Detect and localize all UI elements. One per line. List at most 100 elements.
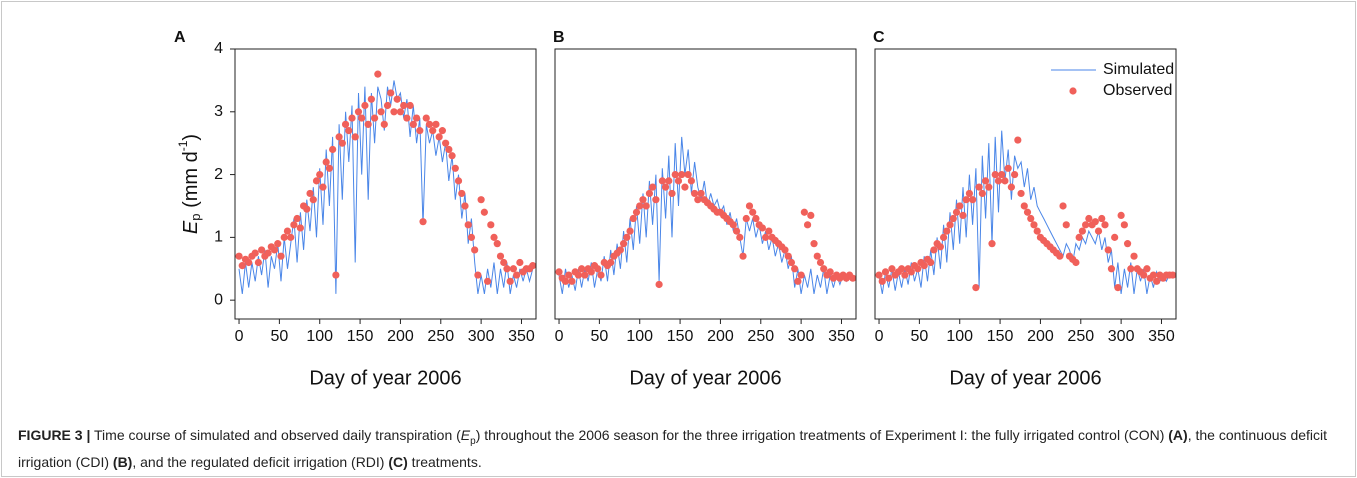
observed-point	[396, 108, 405, 116]
legend-marker	[1069, 87, 1077, 95]
x-tick-label: 0	[875, 328, 884, 345]
observed-point	[293, 214, 301, 223]
x-tick-label: 300	[468, 328, 495, 345]
legend-label: Observed	[1103, 82, 1172, 99]
observed-point	[374, 70, 382, 78]
observed-point	[985, 183, 993, 191]
observed-point	[998, 170, 1006, 179]
x-tick-label: 250	[747, 328, 774, 345]
observed-point	[972, 284, 980, 292]
observed-point	[594, 265, 602, 273]
observed-point	[312, 177, 321, 185]
observed-point	[419, 218, 427, 226]
y-axis-label-part: p	[188, 213, 203, 220]
observed-point	[962, 196, 970, 204]
observed-point	[1123, 240, 1132, 248]
observed-point	[574, 271, 583, 279]
observed-point	[471, 246, 479, 254]
simulated-line	[238, 80, 534, 294]
observed-point	[949, 214, 957, 223]
y-axis-label-part: (mm d	[180, 151, 202, 213]
observed-point	[1101, 221, 1109, 229]
observed-point	[994, 177, 1003, 185]
observed-point	[691, 189, 699, 198]
observed-point	[652, 196, 660, 204]
observed-point	[645, 189, 654, 198]
panel-label: B	[553, 29, 565, 46]
observed-point	[1023, 208, 1032, 216]
observed-point	[458, 189, 466, 198]
plot-frame	[874, 48, 1177, 320]
observed-point	[1011, 170, 1019, 179]
observed-point	[245, 258, 253, 267]
observed-point	[1153, 277, 1161, 285]
observed-point	[529, 262, 536, 270]
observed-point	[681, 183, 689, 191]
observed-point	[1082, 221, 1090, 229]
observed-point	[901, 271, 909, 279]
x-tick-label: 200	[707, 328, 734, 345]
observed-point	[898, 265, 906, 273]
observed-point	[290, 221, 298, 229]
observed-point	[981, 177, 990, 185]
observed-point	[341, 120, 350, 128]
caption-text: E	[460, 427, 471, 443]
observed-point	[1014, 136, 1022, 144]
observed-point	[1078, 227, 1086, 235]
x-axis-label: Day of year 2006	[309, 367, 461, 389]
observed-point	[930, 246, 938, 254]
observed-point	[287, 233, 295, 241]
observed-point	[319, 183, 327, 191]
observed-point	[674, 177, 683, 185]
observed-point	[752, 214, 760, 223]
observed-point	[416, 127, 424, 135]
observed-point	[636, 202, 644, 210]
observed-point	[878, 277, 886, 285]
observed-point	[1030, 221, 1038, 229]
observed-point	[943, 227, 951, 235]
x-tick-label: 200	[387, 328, 414, 345]
observed-point	[451, 164, 459, 172]
observed-point	[649, 183, 657, 191]
observed-point	[597, 271, 605, 279]
observed-point	[665, 177, 673, 185]
observed-point	[687, 177, 695, 185]
observed-point	[264, 249, 272, 257]
observed-point	[581, 271, 589, 279]
observed-point	[503, 265, 511, 273]
observed-point	[1094, 227, 1103, 235]
observed-point	[668, 189, 676, 198]
observed-point	[787, 258, 796, 267]
observed-point	[303, 205, 311, 213]
observed-point	[309, 196, 317, 204]
observed-point	[280, 233, 288, 241]
observed-point	[306, 189, 314, 198]
observed-point	[509, 265, 518, 273]
caption-text: (A)	[1168, 427, 1188, 443]
observed-point	[1130, 252, 1138, 260]
observed-point	[1085, 214, 1093, 223]
y-tick-label: 4	[214, 40, 223, 57]
observed-point	[794, 277, 802, 285]
observed-point	[1104, 246, 1112, 254]
observed-point	[784, 252, 792, 260]
observed-point	[739, 252, 747, 260]
caption: FIGURE 3 | Time course of simulated and …	[18, 425, 1338, 473]
observed-point	[409, 120, 417, 128]
observed-point	[988, 240, 996, 248]
observed-point	[432, 120, 440, 128]
caption-text: ) throughout the 2006 season for the thr…	[475, 427, 1169, 443]
plot-frame	[554, 48, 857, 320]
observed-point	[765, 227, 773, 235]
observed-point	[348, 114, 356, 122]
observed-point	[1140, 271, 1148, 279]
observed-point	[694, 196, 702, 204]
y-axis-label-part: -1	[176, 140, 190, 151]
observed-point	[400, 101, 408, 110]
observed-point	[1098, 214, 1106, 223]
observed-point	[658, 177, 666, 185]
observed-point	[371, 114, 379, 122]
observed-point	[797, 271, 805, 279]
observed-point	[1004, 164, 1012, 172]
